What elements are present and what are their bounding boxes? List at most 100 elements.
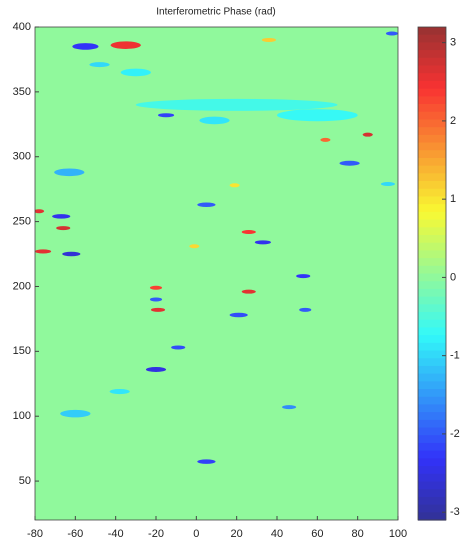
phase-patch [135, 98, 338, 111]
phase-patch [339, 160, 360, 166]
colorbar-cell [418, 504, 446, 513]
colorbar-cell [418, 396, 446, 406]
x-tick-label: 80 [352, 528, 364, 540]
colorbar-cell [418, 365, 446, 375]
phase-patch [110, 41, 141, 49]
phase-patch [299, 307, 312, 312]
colorbar-cell [418, 88, 446, 97]
colorbar-cell [418, 204, 446, 213]
colorbar-cell [418, 442, 446, 452]
colorbar-cell [418, 42, 446, 51]
colorbar-cell [418, 34, 446, 44]
y-tick-label: 100 [13, 410, 31, 422]
colorbar-cell [418, 234, 446, 244]
phase-patch [52, 214, 71, 219]
colorbar-cell [418, 127, 446, 136]
y-tick-label: 200 [13, 280, 31, 292]
colorbar-cell [418, 473, 446, 483]
y-tick-label: 50 [19, 475, 31, 487]
colorbar-tick-label: 1 [450, 193, 456, 205]
colorbar-cell [418, 96, 446, 105]
phase-patch [261, 37, 276, 42]
colorbar-cell [418, 73, 446, 82]
colorbar-cell [418, 165, 446, 174]
phase-patch [149, 297, 163, 302]
colorbar-cell [418, 481, 446, 490]
colorbar-tick-label: 2 [450, 115, 456, 127]
colorbar-cell [418, 381, 446, 390]
x-tick-label: -60 [67, 528, 83, 540]
phase-patch [158, 113, 175, 118]
phase-patch [171, 345, 186, 350]
chart-title: Interferometric Phase (rad) [156, 7, 276, 18]
phase-patch [189, 244, 200, 249]
phase-patch [109, 389, 130, 395]
x-tick-label: -20 [148, 528, 164, 540]
colorbar-cell [418, 419, 446, 429]
colorbar-cell [418, 227, 446, 236]
colorbar-cell [418, 350, 446, 359]
colorbar-cell [418, 57, 446, 67]
phase-patch [282, 405, 297, 410]
phase-patch [35, 249, 52, 254]
colorbar-cell [418, 512, 446, 521]
colorbar-cell [418, 342, 446, 352]
colorbar-cell [418, 435, 446, 444]
colorbar-cell [418, 389, 446, 398]
colorbar-cell [418, 219, 446, 228]
y-tick-label: 300 [13, 151, 31, 163]
x-tick-label: -80 [27, 528, 43, 540]
colorbar-cell [418, 358, 446, 367]
colorbar-cell [418, 242, 446, 251]
x-tick-label: 40 [271, 528, 283, 540]
colorbar-cell [418, 150, 446, 159]
phase-patch [60, 409, 91, 418]
colorbar-cell [418, 181, 446, 190]
phase-patch [56, 226, 71, 231]
colorbar-cell [418, 173, 446, 182]
phase-patch [150, 307, 166, 312]
colorbar-cell [418, 489, 446, 498]
colorbar-cell [418, 258, 446, 267]
phase-patch [229, 183, 240, 188]
colorbar-frame [417, 26, 447, 521]
x-tick-label: 100 [389, 528, 407, 540]
phase-patch [62, 251, 81, 257]
colorbar-cell [418, 196, 446, 205]
colorbar-tick-label: -1 [450, 350, 460, 362]
phase-patch [199, 116, 230, 125]
phase-patch [241, 229, 256, 234]
colorbar-cell [418, 134, 446, 144]
colorbar-cell [418, 188, 446, 198]
colorbar-cell [418, 250, 446, 259]
y-tick-label: 150 [13, 345, 31, 357]
colorbar-cell [418, 304, 446, 313]
colorbar [418, 27, 446, 521]
colorbar-cell [418, 412, 446, 421]
colorbar-cell [418, 319, 446, 329]
phase-patch [380, 181, 395, 186]
phase-patch [254, 240, 271, 245]
colorbar-tick-label: 3 [450, 37, 456, 49]
phase-patch [320, 137, 331, 142]
phase-patch [35, 209, 45, 214]
colorbar-cell [418, 335, 446, 344]
phase-patch [296, 274, 311, 279]
phase-patch [197, 459, 216, 464]
colorbar-cell [418, 427, 446, 436]
colorbar-cell [418, 104, 446, 113]
colorbar-cell [418, 265, 446, 275]
colorbar-cell [418, 312, 446, 321]
plot-frame [34, 26, 399, 521]
x-tick-label: -40 [108, 528, 124, 540]
colorbar-cell [418, 281, 446, 290]
colorbar-cell [418, 119, 446, 128]
phase-patch [54, 168, 85, 177]
colorbar-cell [418, 404, 446, 413]
x-tick-label: 0 [193, 528, 199, 540]
colorbar-cell [418, 273, 446, 282]
colorbar-cell [418, 80, 446, 90]
colorbar-cell [418, 111, 446, 121]
colorbar-tick-label: 0 [450, 271, 456, 283]
